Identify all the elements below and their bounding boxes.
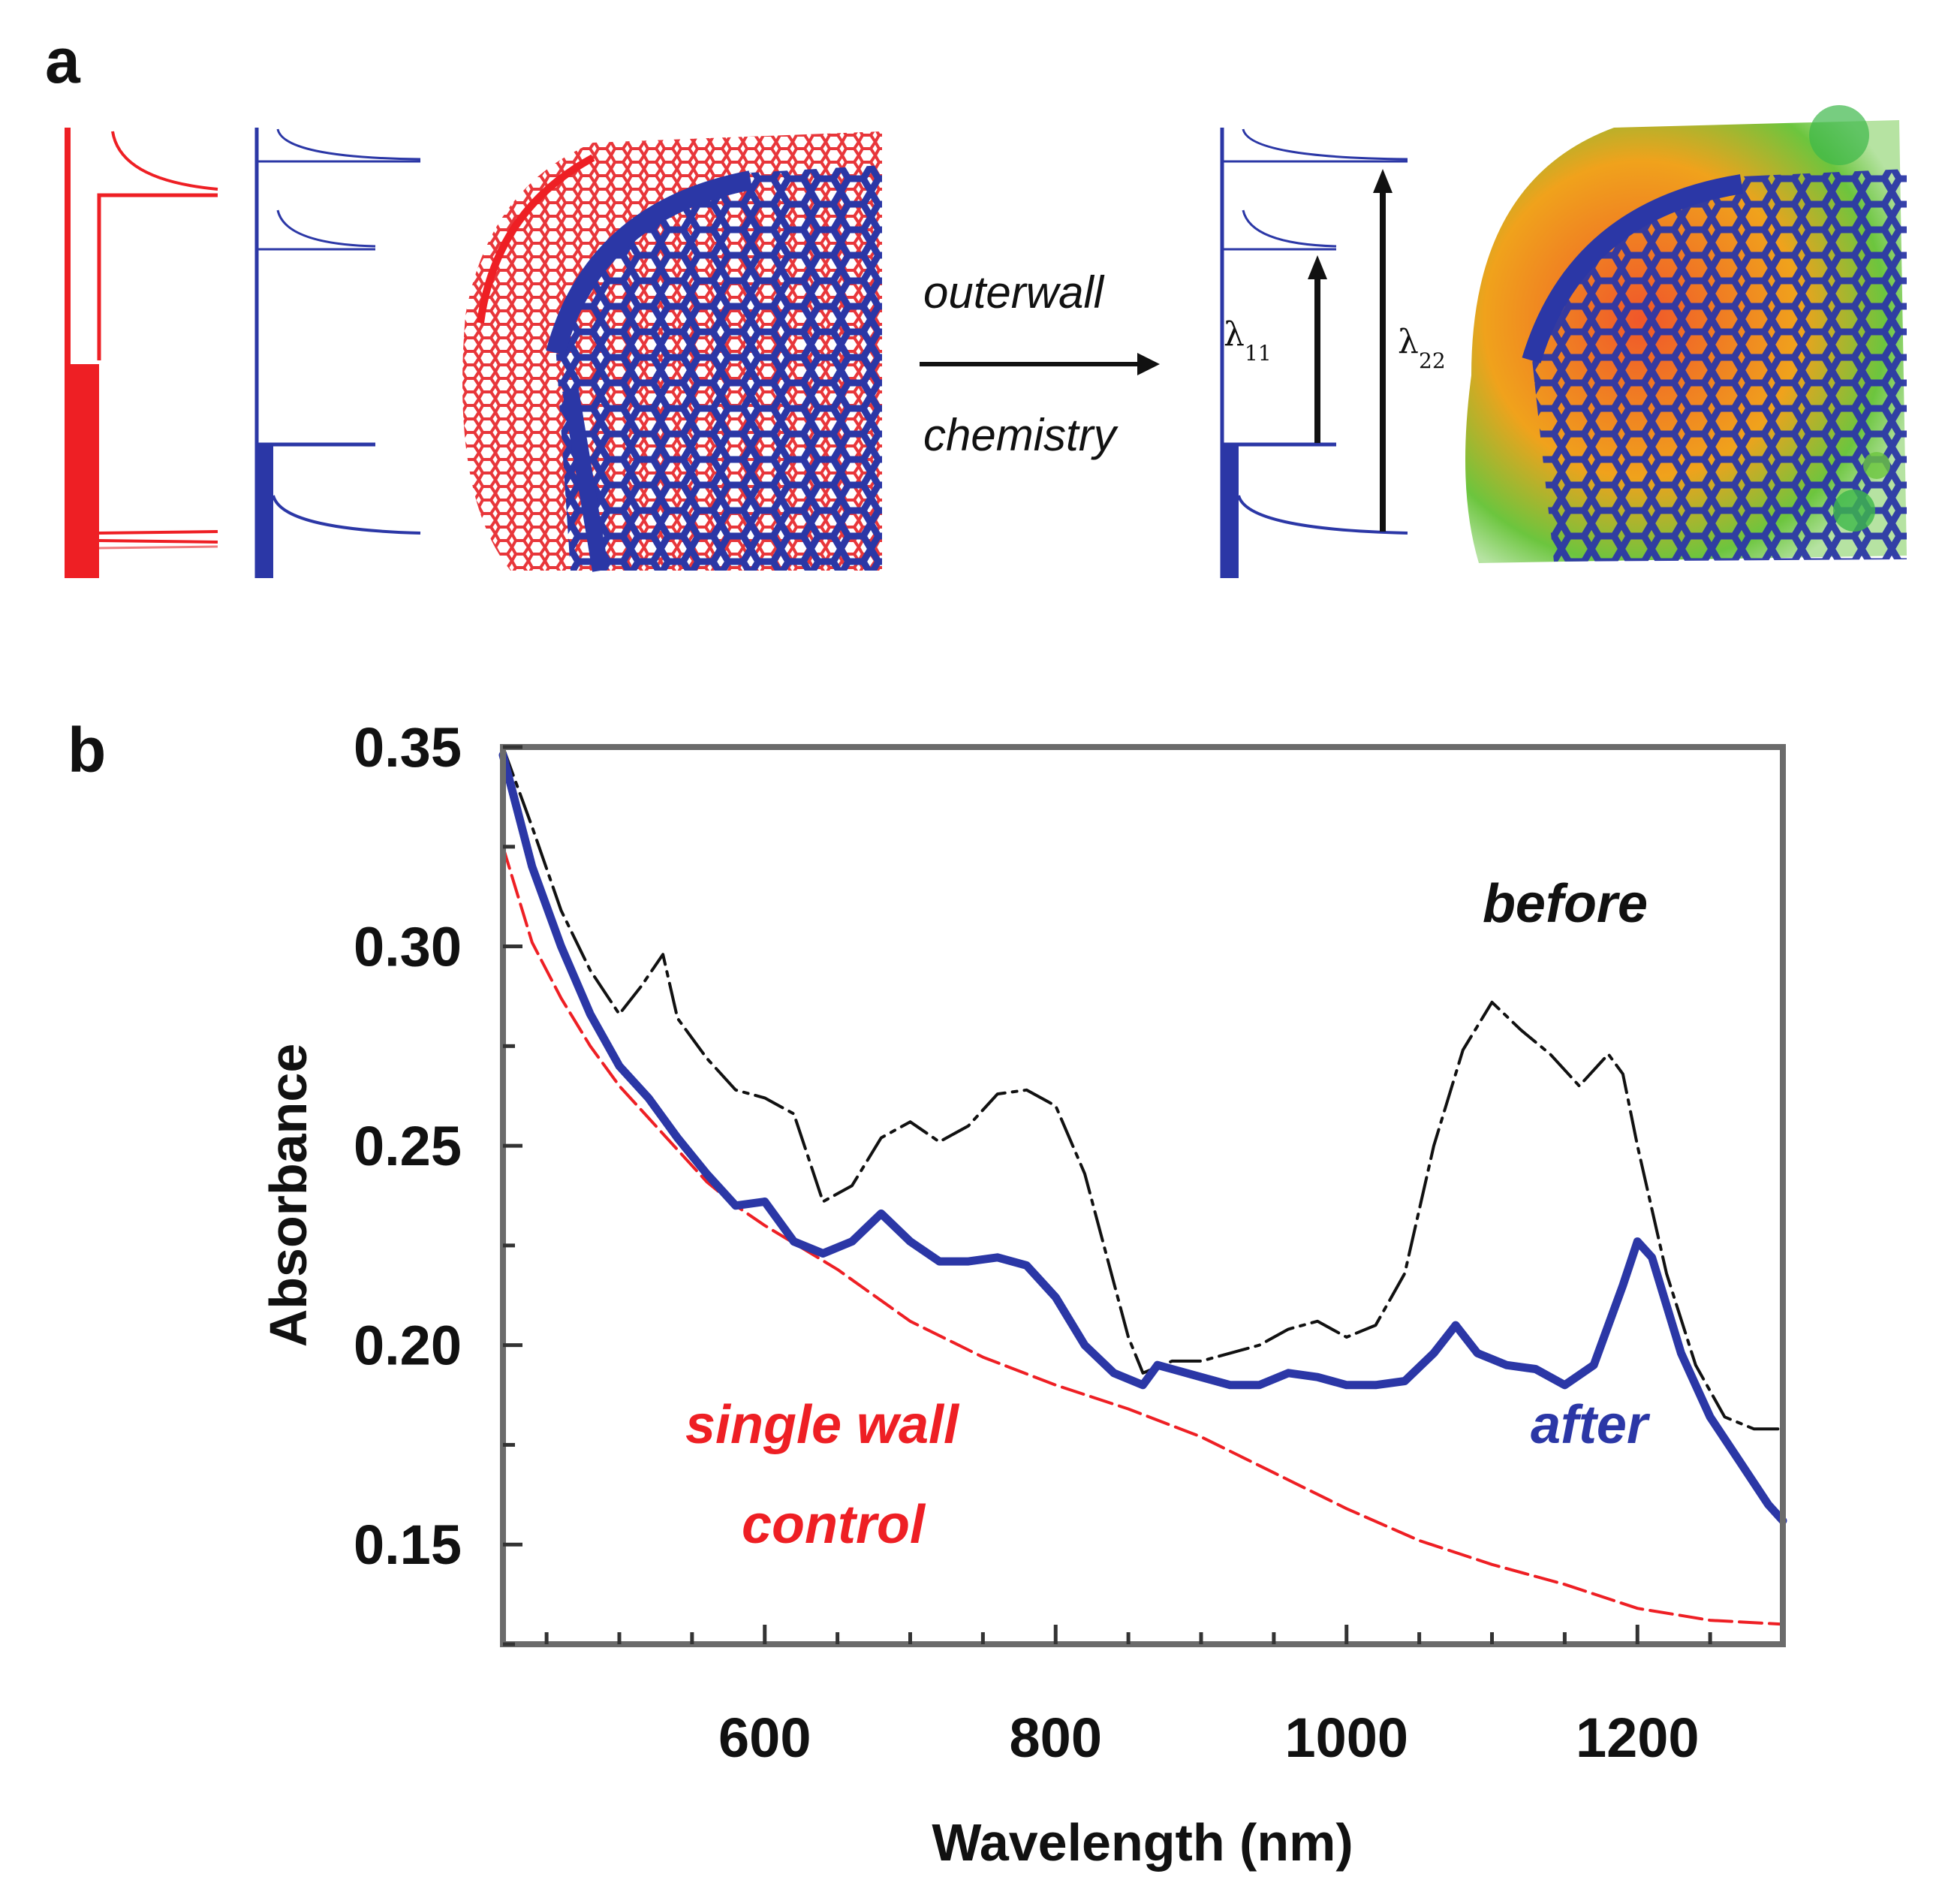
series-line-after xyxy=(498,751,1787,1525)
blue-density-of-states-2 xyxy=(1220,128,1408,578)
plot-frame xyxy=(500,744,1786,1647)
functionalized-nanotube-image xyxy=(1465,105,1907,563)
double-wall-nanotube-image xyxy=(462,131,882,572)
y-tick-label-0.30: 0.30 xyxy=(354,916,462,978)
y-tick-label-0.15: 0.15 xyxy=(354,1514,462,1576)
y-tick-label-0.35: 0.35 xyxy=(354,716,462,779)
series-label-after: after xyxy=(1531,1395,1651,1455)
arrow-label-chemistry: chemistry xyxy=(923,410,1119,460)
x-tick-label-1200: 1200 xyxy=(1576,1707,1700,1769)
y-tick-label-0.25: 0.25 xyxy=(354,1115,462,1177)
panel-a-letter: a xyxy=(45,26,81,96)
series-line-single-wall-control xyxy=(501,845,1784,1626)
series-label-before: before xyxy=(1483,874,1648,934)
x-tick-label-600: 600 xyxy=(718,1707,811,1769)
reaction-arrowhead xyxy=(1137,353,1160,375)
x-tick-label-800: 800 xyxy=(1010,1707,1102,1769)
blue-density-of-states-1 xyxy=(254,128,421,578)
lambda22-arrowhead xyxy=(1373,169,1393,193)
y-axis-title: Absorbance xyxy=(259,1044,318,1348)
x-axis-title: Wavelength (nm) xyxy=(932,1813,1353,1872)
lambda11-symbol: λ xyxy=(1224,315,1245,354)
y-tick-label-0.20: 0.20 xyxy=(354,1315,462,1377)
red-density-of-states xyxy=(65,128,218,578)
series-line-before xyxy=(501,746,1784,1431)
lambda11-arrowhead xyxy=(1308,255,1327,279)
lambda22-symbol: λ xyxy=(1398,323,1419,361)
arrow-label-outerwall: outerwall xyxy=(923,267,1105,318)
lambda22-subscript: 22 xyxy=(1419,348,1446,373)
series-label-control: control xyxy=(742,1495,926,1555)
x-tick-label-1000: 1000 xyxy=(1284,1707,1408,1769)
lambda11-subscript: 11 xyxy=(1245,341,1272,366)
series-label-single-wall: single wall xyxy=(685,1395,960,1455)
panel-b-letter: b xyxy=(68,715,106,785)
absorbance-chart: 600 800 1000 1200 0.15 0.20 0.25 0.30 0.35 Wavel… xyxy=(259,716,1787,1872)
